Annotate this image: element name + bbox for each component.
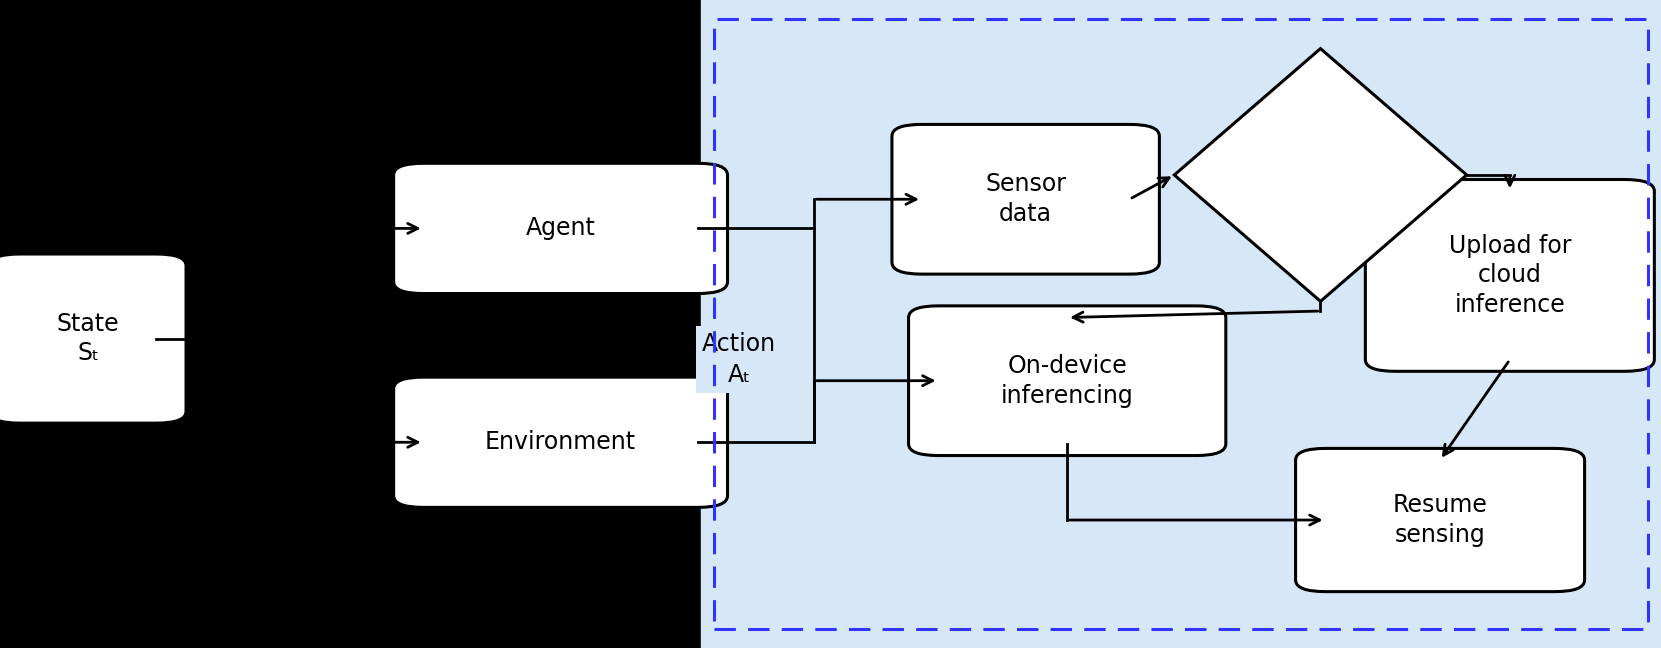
FancyBboxPatch shape <box>0 254 186 423</box>
FancyBboxPatch shape <box>909 306 1226 456</box>
FancyBboxPatch shape <box>1296 448 1585 592</box>
Bar <box>714 19 1648 629</box>
Text: State
Sₜ: State Sₜ <box>56 312 120 365</box>
Polygon shape <box>1174 49 1467 301</box>
FancyBboxPatch shape <box>394 377 728 507</box>
Bar <box>701 0 1661 648</box>
Bar <box>0 0 701 648</box>
FancyBboxPatch shape <box>1365 179 1654 371</box>
Text: On-device
inferencing: On-device inferencing <box>1002 354 1133 408</box>
Text: Upload for
cloud
inference: Upload for cloud inference <box>1448 234 1571 317</box>
FancyBboxPatch shape <box>892 124 1159 274</box>
Text: Action
Aₜ: Action Aₜ <box>703 332 776 388</box>
Text: Sensor
data: Sensor data <box>985 172 1066 226</box>
Text: Resume
sensing: Resume sensing <box>1392 493 1488 547</box>
FancyBboxPatch shape <box>394 163 728 294</box>
Text: Environment: Environment <box>485 430 636 454</box>
Text: Agent: Agent <box>525 216 596 240</box>
